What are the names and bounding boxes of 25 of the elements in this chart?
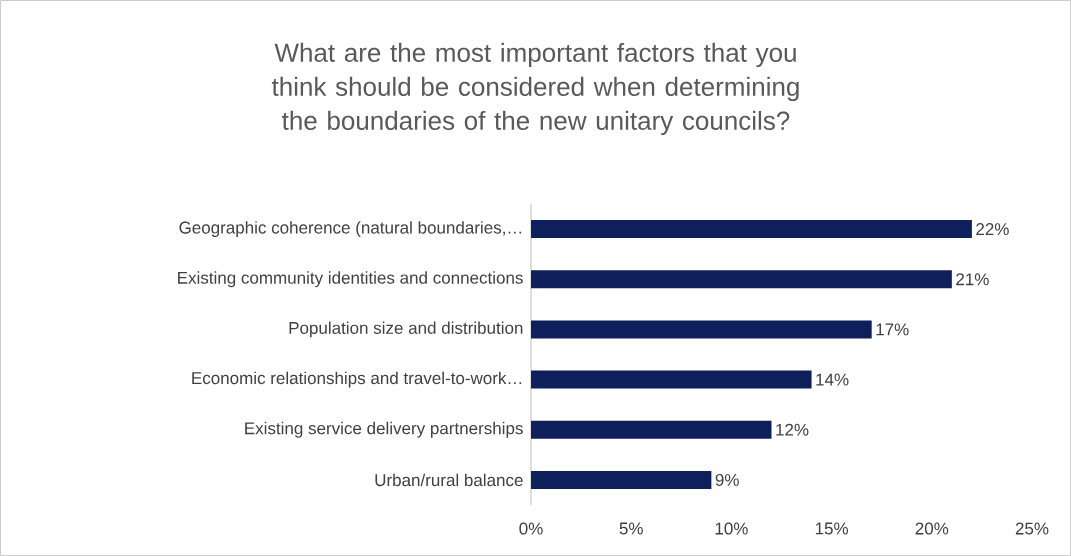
y-tick-label: Geographic coherence (natural boundaries,… [179, 221, 522, 237]
bar [531, 270, 952, 289]
bar [531, 370, 812, 389]
y-tick-label: Existing service delivery partnerships [245, 421, 523, 438]
bar [531, 320, 872, 339]
x-tick-label: 20% [915, 522, 949, 535]
y-tick-label: Economic relationships and travel-to-work… [192, 371, 522, 388]
data-label: 12% [776, 423, 809, 436]
data-label: 17% [876, 323, 909, 336]
x-tick-label: 0% [519, 522, 543, 535]
data-label: 9% [715, 473, 739, 486]
x-tick-label: 25% [1015, 522, 1049, 535]
data-label: 22% [976, 223, 1009, 236]
y-tick-label: Urban/rural balance [375, 473, 523, 487]
y-tick-label: Population size and distribution [289, 321, 523, 338]
bar [531, 470, 712, 489]
chart-title: What are the most important factors that you think should be considered when determining the boundaries of the new unitary councils? [271, 42, 799, 136]
x-tick-label: 15% [815, 522, 849, 535]
bar [531, 220, 972, 239]
x-tick-label: 10% [715, 522, 748, 535]
data-label: 21% [956, 273, 989, 286]
x-tick-label: 5% [619, 522, 643, 535]
data-label: 14% [816, 373, 849, 386]
bar [531, 420, 772, 439]
y-tick-label: Existing community identities and connections [178, 271, 523, 288]
